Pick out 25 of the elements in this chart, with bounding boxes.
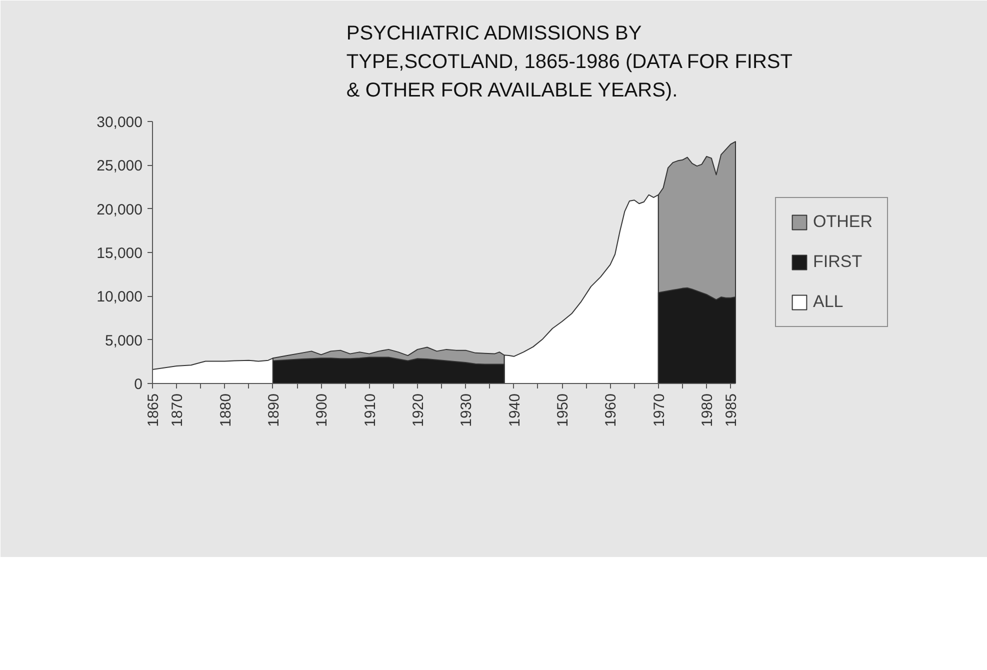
x-tick-label: 1985 [723, 393, 740, 427]
y-tick-label: 10,000 [96, 288, 143, 306]
y-tick-label: 15,000 [96, 245, 143, 262]
x-tick-label: 1940 [506, 393, 524, 427]
x-tick-label: 1950 [554, 393, 572, 427]
x-tick-label: 1930 [458, 393, 476, 427]
x-tick-label: 1900 [314, 393, 331, 427]
y-tick-label: 20,000 [96, 201, 143, 218]
y-tick-label: 0 [134, 376, 142, 393]
x-tick-label: 1880 [217, 393, 234, 427]
legend-label: ALL [813, 292, 844, 312]
x-tick-label: 1960 [602, 393, 620, 427]
x-tick-label: 1980 [699, 393, 716, 427]
legend-label: FIRST [813, 252, 862, 272]
y-tick-label: 5,000 [104, 332, 143, 350]
chart-title: PSYCHIATRIC ADMISSIONS BY TYPE,SCOTLAND, 1865-1986 (DATA FOR FIRST & OTHER FOR AVAILABLE YEARS). [346, 22, 792, 102]
y-tick-label: 25,000 [96, 158, 143, 175]
x-tick-label: 1890 [265, 393, 282, 427]
x-tick-label: 1920 [410, 393, 427, 427]
y-tick-label: 30,000 [96, 114, 143, 131]
x-tick-label: 1970 [650, 393, 668, 427]
x-tick-label: 1865 [145, 393, 162, 427]
x-tick-label: 1870 [169, 393, 186, 427]
legend-label: OTHER [813, 212, 872, 232]
x-tick-label: 1910 [362, 393, 379, 427]
